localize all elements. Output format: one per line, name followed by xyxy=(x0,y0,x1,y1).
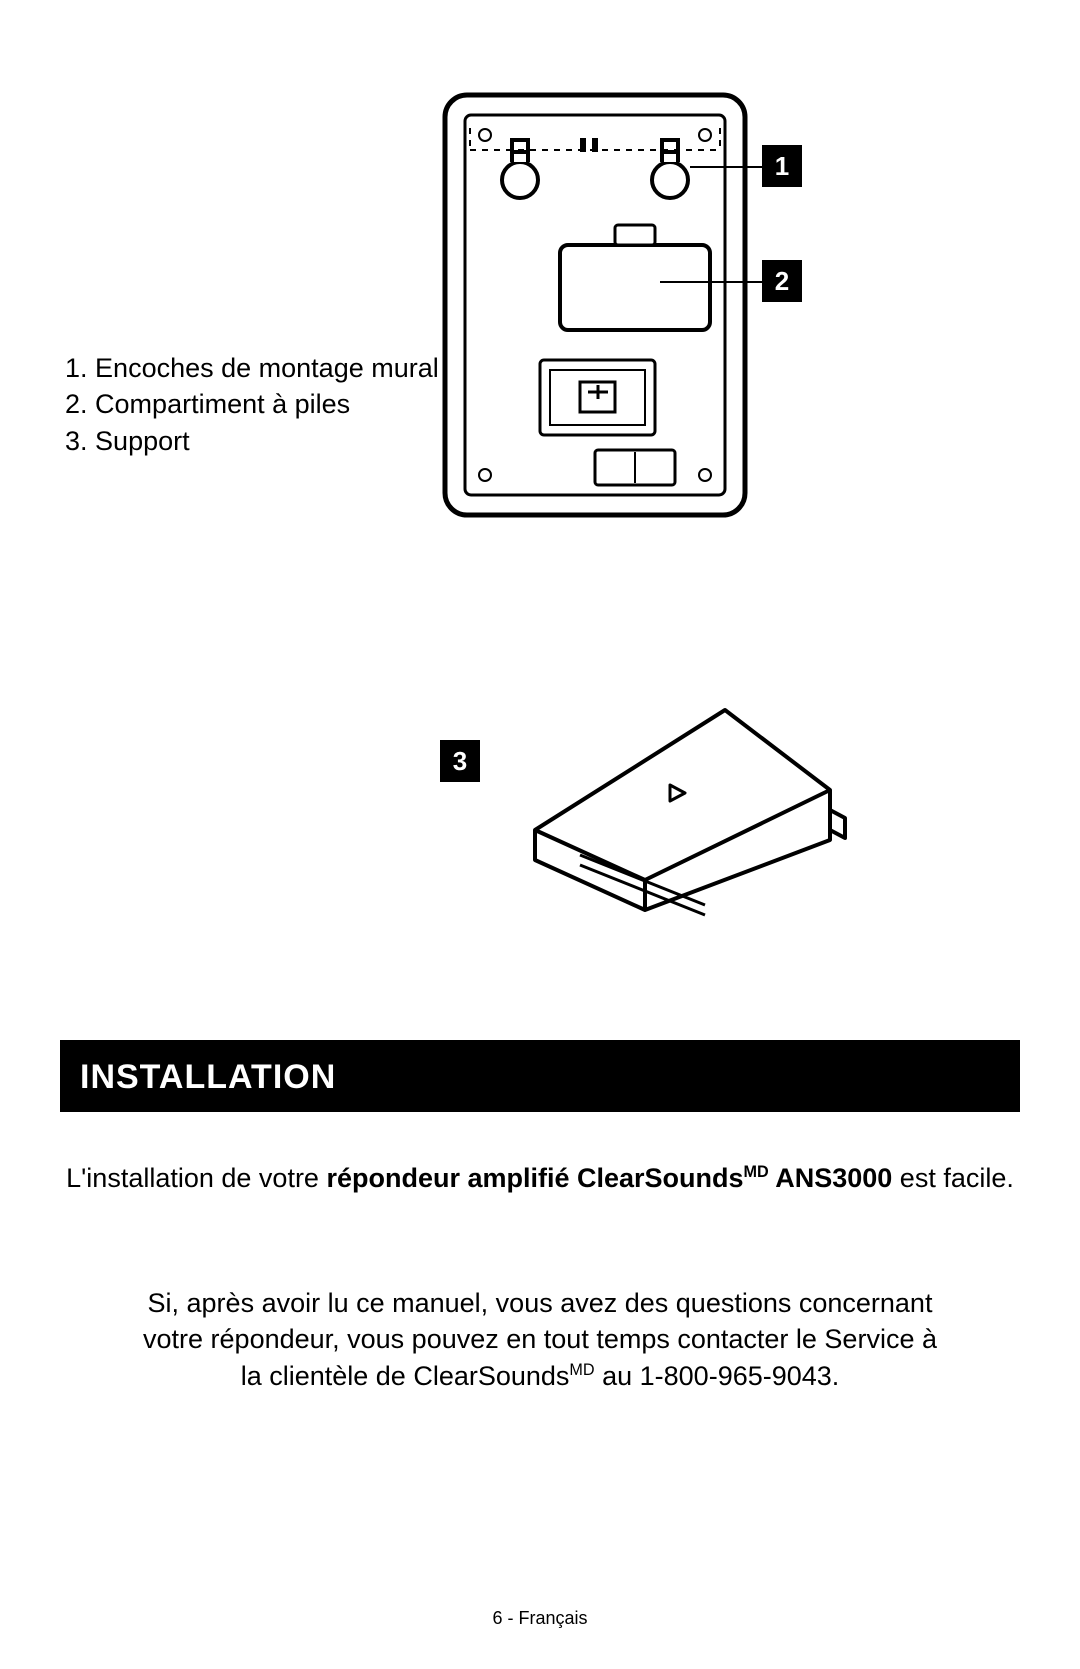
intro-paragraph: L'installation de votre répondeur amplif… xyxy=(60,1160,1020,1196)
legend-label: Support xyxy=(95,426,190,456)
legend-item: 1. Encoches de montage mural xyxy=(65,350,439,386)
callout-marker-2: 2 xyxy=(762,260,802,302)
callout-marker-1: 1 xyxy=(762,145,802,187)
body-line3-prefix: la clientèle de ClearSounds xyxy=(241,1361,570,1391)
callout-marker-3: 3 xyxy=(440,740,480,782)
top-figure-area: 1 2 1. Encoches de montage mural 2. Comp… xyxy=(60,60,1020,990)
manual-page: 1 2 1. Encoches de montage mural 2. Comp… xyxy=(0,0,1080,1669)
section-heading: INSTALLATION xyxy=(60,1040,1020,1112)
callout-lead-1 xyxy=(690,166,762,168)
intro-suffix: est facile. xyxy=(892,1163,1014,1193)
legend-num: 1. xyxy=(65,353,88,383)
support-stand-diagram xyxy=(495,690,855,920)
callout-number-3: 3 xyxy=(440,740,480,782)
callout-number-1: 1 xyxy=(762,145,802,187)
legend-num: 2. xyxy=(65,389,88,419)
intro-prefix: L'installation de votre xyxy=(66,1163,326,1193)
legend-label: Compartiment à piles xyxy=(95,389,350,419)
legend-item: 2. Compartiment à piles xyxy=(65,386,439,422)
legend-item: 3. Support xyxy=(65,423,439,459)
body-line3-suffix: au 1-800-965-9043. xyxy=(595,1361,840,1391)
footer-text: 6 - Français xyxy=(492,1608,587,1628)
legend-num: 3. xyxy=(65,426,88,456)
body-line1: Si, après avoir lu ce manuel, vous avez … xyxy=(148,1288,933,1318)
intro-bold2: ANS3000 xyxy=(769,1163,893,1193)
legend-list: 1. Encoches de montage mural 2. Comparti… xyxy=(65,350,439,459)
section-title: INSTALLATION xyxy=(80,1058,336,1096)
body-line3-sup: MD xyxy=(569,1361,594,1379)
body-line2: votre répondeur, vous pouvez en tout tem… xyxy=(143,1324,937,1354)
intro-sup1: MD xyxy=(744,1163,769,1181)
device-back-diagram xyxy=(440,90,750,520)
page-footer: 6 - Français xyxy=(0,1608,1080,1629)
body-paragraph: Si, après avoir lu ce manuel, vous avez … xyxy=(60,1285,1020,1394)
legend-label: Encoches de montage mural xyxy=(95,353,439,383)
intro-bold1: répondeur amplifié ClearSounds xyxy=(326,1163,743,1193)
callout-lead-2 xyxy=(660,281,762,283)
callout-number-2: 2 xyxy=(762,260,802,302)
